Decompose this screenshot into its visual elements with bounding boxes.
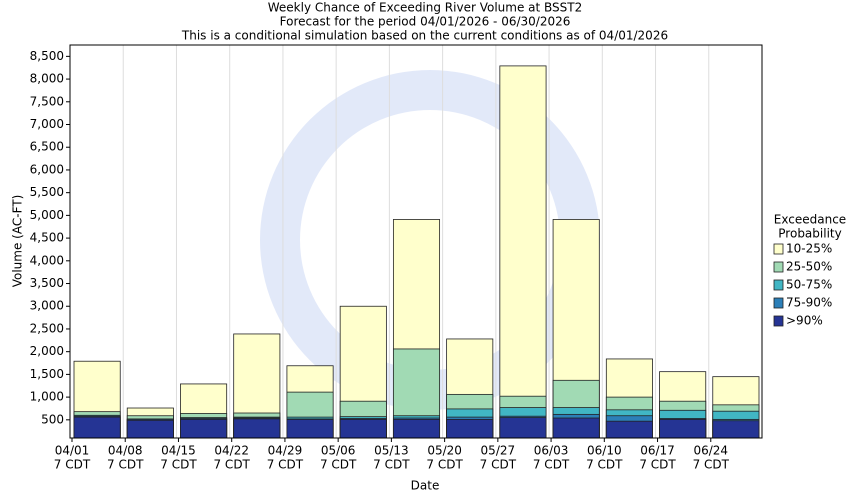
- legend-label: 25-50%: [786, 260, 832, 274]
- y-tick-label: 7,500: [30, 94, 64, 108]
- x-tick-label: 04/29: [268, 444, 303, 458]
- x-tick-time: 7 CDT: [267, 458, 304, 472]
- legend-swatch: [773, 315, 784, 327]
- x-tick-label: 05/20: [427, 444, 462, 458]
- y-tick-label: 6,500: [30, 140, 64, 154]
- x-tick-time: 7 CDT: [693, 458, 730, 472]
- x-tick-time: 7 CDT: [213, 458, 250, 472]
- y-tick-label: 3,000: [30, 299, 64, 313]
- bar: [339, 418, 387, 439]
- x-tick-label: 04/08: [108, 444, 143, 458]
- x-tick-label: 06/10: [587, 444, 622, 458]
- y-tick-label: 3,500: [30, 276, 64, 290]
- legend-swatch: [773, 297, 784, 309]
- x-tick-time: 7 CDT: [160, 458, 197, 472]
- x-tick-time: 7 CDT: [107, 458, 144, 472]
- bar: [712, 420, 760, 439]
- bar: [605, 420, 653, 439]
- bar: [180, 418, 228, 439]
- y-axis-title: Volume (AC-FT): [11, 195, 25, 288]
- bar: [392, 418, 441, 439]
- bar: [446, 418, 494, 439]
- y-tick-label: 1,500: [30, 367, 64, 381]
- y-tick-label: 6,000: [30, 162, 64, 176]
- y-tick-label: 2,000: [30, 344, 64, 358]
- y-tick-label: 500: [41, 412, 64, 426]
- y-tick-label: 4,000: [30, 253, 64, 267]
- chart-title: Weekly Chance of Exceeding River Volume …: [268, 1, 583, 15]
- x-tick-label: 06/03: [534, 444, 569, 458]
- x-tick-time: 7 CDT: [320, 458, 357, 472]
- x-tick-time: 7 CDT: [586, 458, 623, 472]
- x-tick-time: 7 CDT: [533, 458, 570, 472]
- x-tick-time: 7 CDT: [426, 458, 463, 472]
- y-tick-label: 5,000: [30, 208, 64, 222]
- legend-swatch: [773, 261, 784, 273]
- y-tick-label: 8,500: [30, 49, 64, 63]
- y-tick-label: 8,000: [30, 72, 64, 86]
- bar: [499, 417, 547, 439]
- y-tick-label: 1,000: [30, 390, 64, 404]
- x-tick-label: 04/22: [214, 444, 249, 458]
- plot-frame: [69, 44, 763, 439]
- legend-title: Probability: [778, 227, 841, 241]
- legend-swatch: [773, 243, 784, 255]
- bar: [126, 419, 174, 439]
- legend-label: >90%: [786, 314, 823, 328]
- x-tick-label: 05/13: [374, 444, 409, 458]
- legend-label: 10-25%: [786, 242, 832, 256]
- x-tick-label: 04/15: [161, 444, 196, 458]
- bar: [659, 418, 707, 439]
- bar: [499, 65, 547, 439]
- x-tick-label: 05/27: [481, 444, 516, 458]
- x-tick-time: 7 CDT: [373, 458, 410, 472]
- x-tick-label: 05/06: [321, 444, 356, 458]
- legend-label: 75-90%: [786, 296, 832, 310]
- chart-note: This is a conditional simulation based o…: [181, 29, 668, 43]
- y-tick-label: 7,000: [30, 117, 64, 131]
- legend-label: 50-75%: [786, 278, 832, 292]
- bar: [233, 418, 281, 439]
- legend-title: Exceedance: [774, 213, 846, 227]
- x-tick-label: 04/01: [55, 444, 90, 458]
- bar: [286, 418, 334, 439]
- x-axis-title: Date: [411, 479, 440, 493]
- x-tick-time: 7 CDT: [480, 458, 517, 472]
- legend-swatch: [773, 279, 784, 291]
- y-tick-label: 2,500: [30, 321, 64, 335]
- x-tick-time: 7 CDT: [639, 458, 676, 472]
- chart-subtitle: Forecast for the period 04/01/2026 - 06/…: [280, 15, 571, 29]
- bar: [552, 417, 600, 439]
- x-tick-label: 06/17: [640, 444, 675, 458]
- x-tick-time: 7 CDT: [54, 458, 91, 472]
- bar: [73, 416, 121, 439]
- y-tick-label: 4,500: [30, 231, 64, 245]
- y-tick-label: 5,500: [30, 185, 64, 199]
- x-tick-label: 06/24: [693, 444, 728, 458]
